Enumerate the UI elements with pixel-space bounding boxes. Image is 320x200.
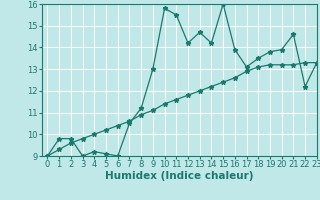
X-axis label: Humidex (Indice chaleur): Humidex (Indice chaleur) xyxy=(105,171,253,181)
